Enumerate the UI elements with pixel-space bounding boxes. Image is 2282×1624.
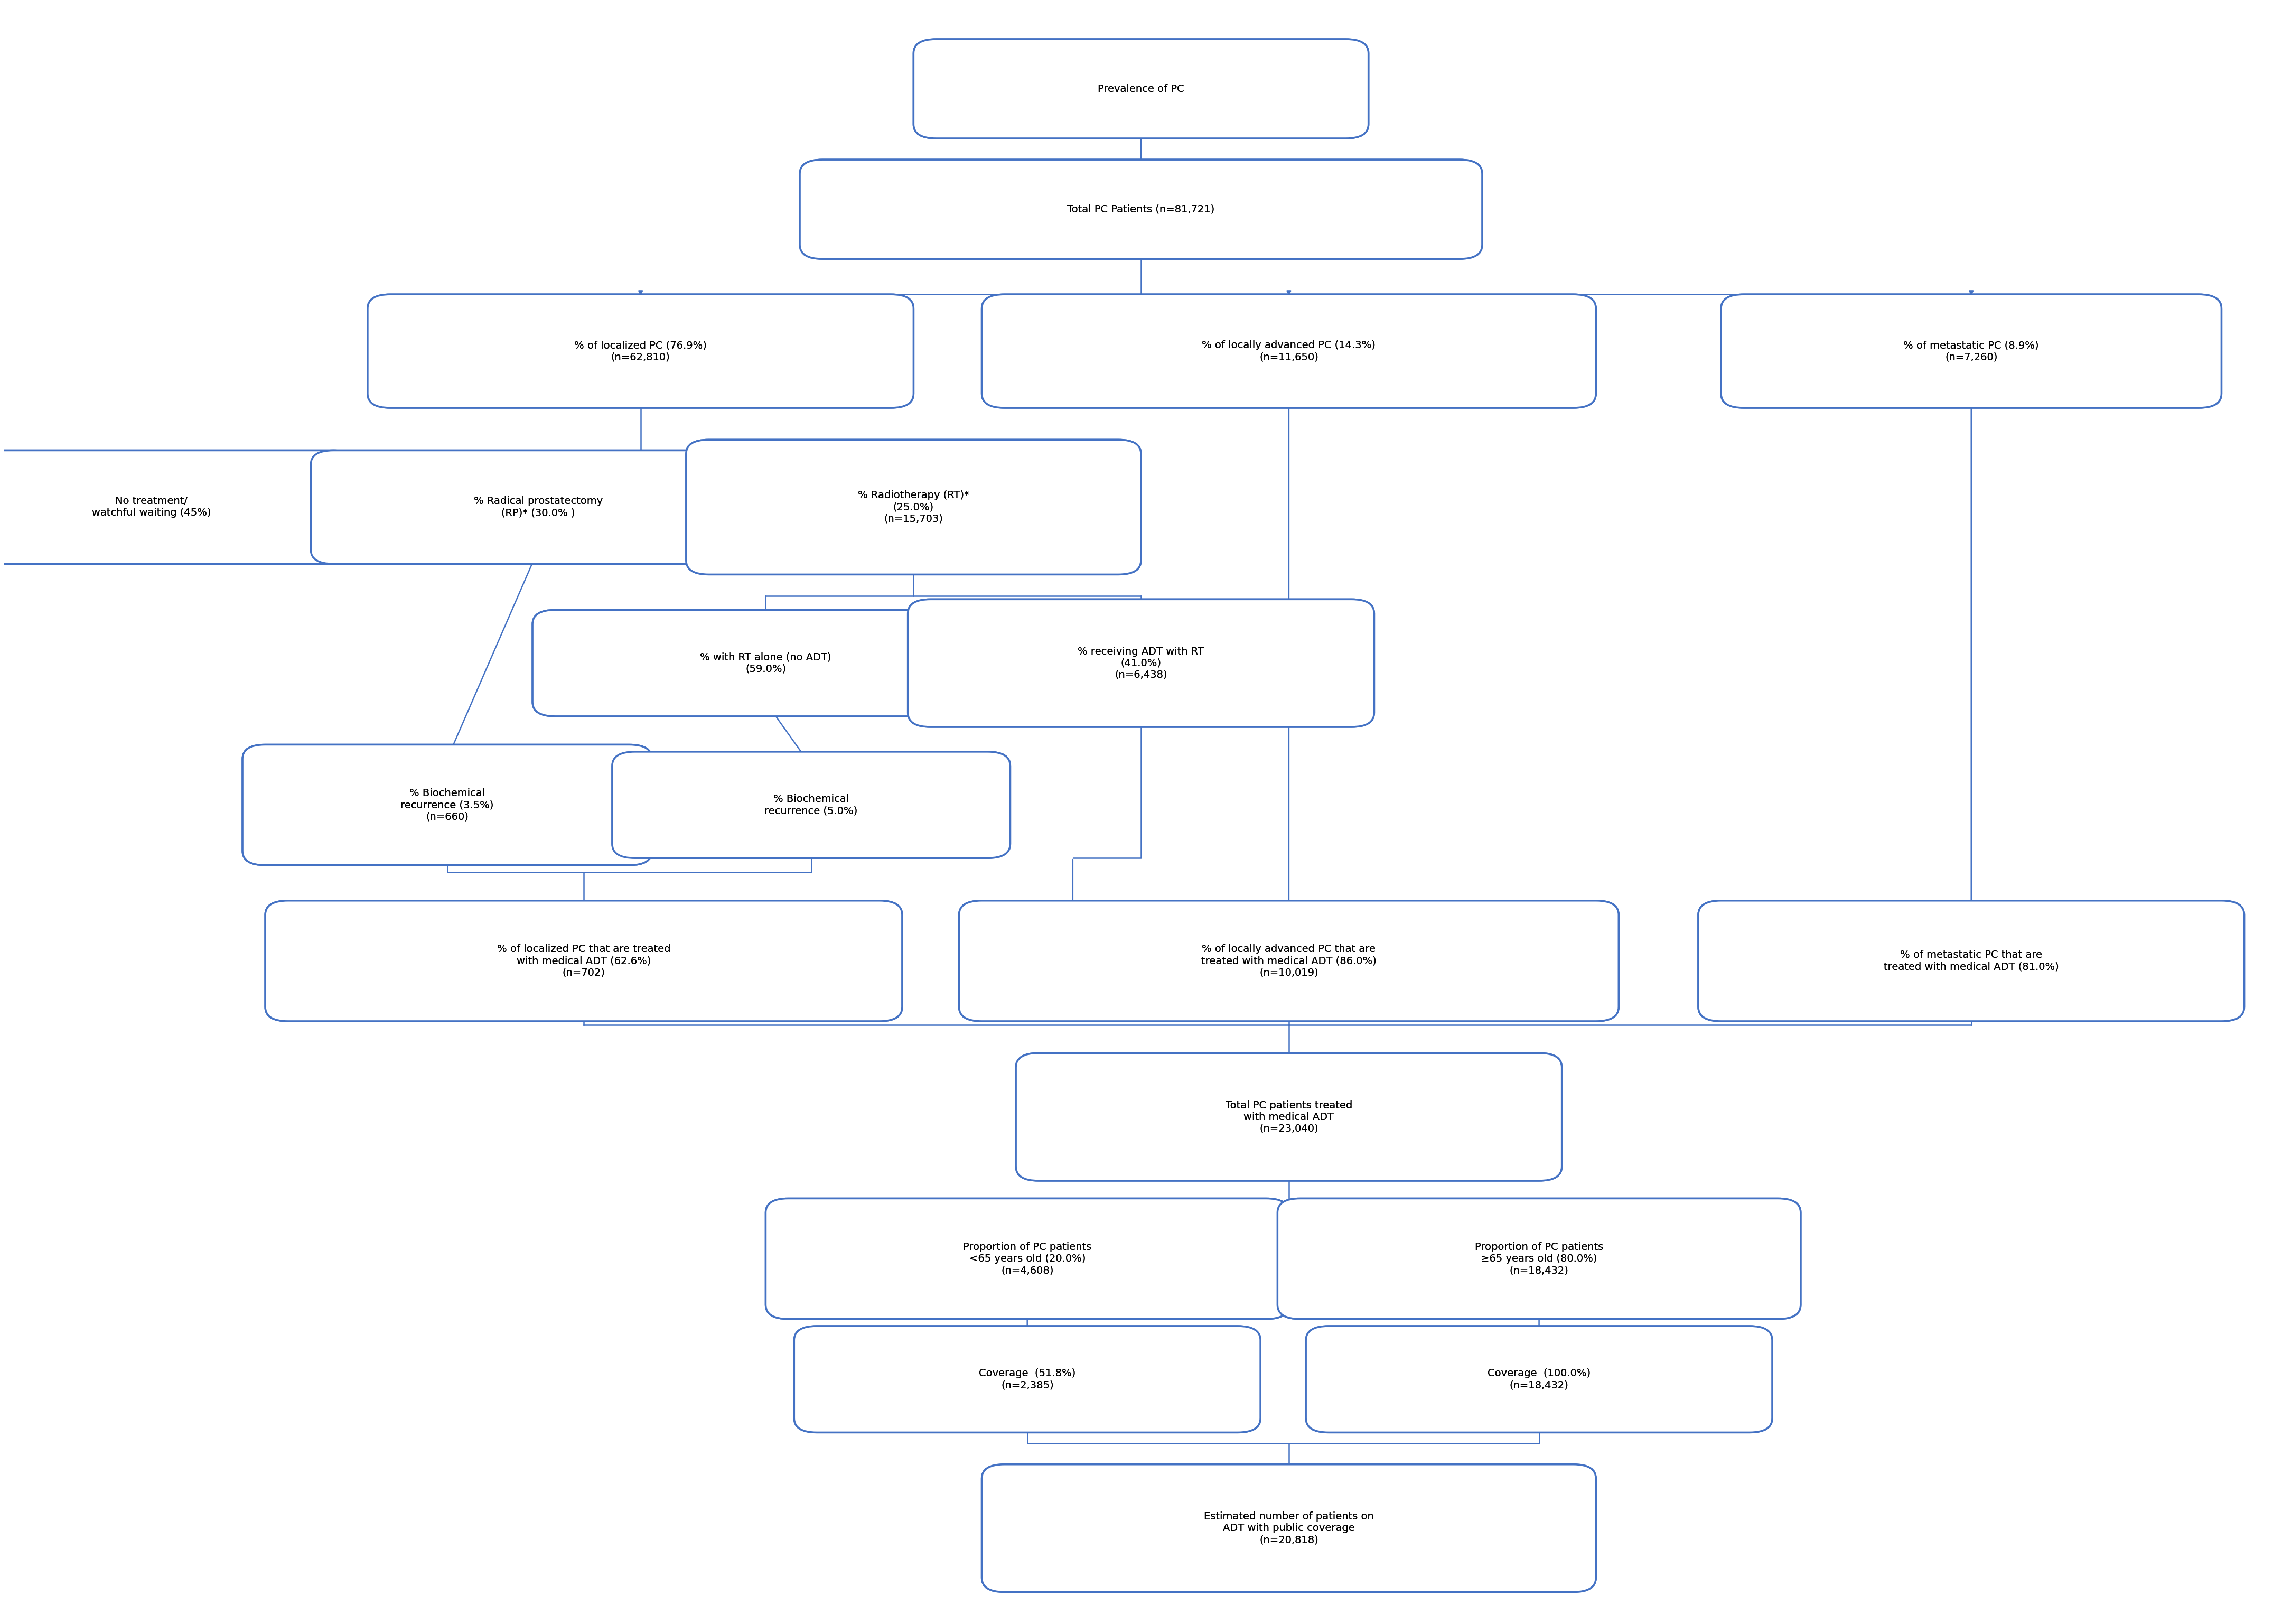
- FancyBboxPatch shape: [799, 159, 1483, 258]
- FancyBboxPatch shape: [532, 611, 1000, 716]
- Text: No treatment/
watchful waiting (45%): No treatment/ watchful waiting (45%): [91, 497, 210, 518]
- FancyBboxPatch shape: [908, 599, 1374, 728]
- Text: % Radical prostatectomy
(RP)* (30.0% ): % Radical prostatectomy (RP)* (30.0% ): [475, 497, 602, 518]
- FancyBboxPatch shape: [981, 1465, 1595, 1592]
- Text: Proportion of PC patients
≥65 years old (80.0%)
(n=18,432): Proportion of PC patients ≥65 years old …: [1474, 1242, 1604, 1275]
- FancyBboxPatch shape: [1278, 1199, 1800, 1319]
- Text: % of localized PC (76.9%)
(n=62,810): % of localized PC (76.9%) (n=62,810): [575, 341, 707, 362]
- FancyBboxPatch shape: [367, 294, 913, 408]
- FancyBboxPatch shape: [1305, 1327, 1773, 1432]
- FancyBboxPatch shape: [981, 294, 1595, 408]
- FancyBboxPatch shape: [1721, 294, 2220, 408]
- FancyBboxPatch shape: [1305, 1327, 1773, 1432]
- FancyBboxPatch shape: [265, 901, 901, 1021]
- FancyBboxPatch shape: [1721, 294, 2220, 408]
- FancyBboxPatch shape: [0, 450, 356, 564]
- Text: % receiving ADT with RT
(41.0%)
(n=6,438): % receiving ADT with RT (41.0%) (n=6,438…: [1077, 646, 1205, 680]
- FancyBboxPatch shape: [767, 1199, 1289, 1319]
- Text: % of metastatic PC (8.9%)
(n=7,260): % of metastatic PC (8.9%) (n=7,260): [1903, 341, 2040, 362]
- Text: Total PC Patients (n=81,721): Total PC Patients (n=81,721): [1068, 205, 1214, 214]
- Text: Prevalence of PC: Prevalence of PC: [1098, 84, 1184, 94]
- FancyBboxPatch shape: [687, 440, 1141, 575]
- FancyBboxPatch shape: [1698, 901, 2243, 1021]
- FancyBboxPatch shape: [958, 901, 1618, 1021]
- Text: Estimated number of patients on
ADT with public coverage
(n=20,818): Estimated number of patients on ADT with…: [1205, 1512, 1374, 1544]
- FancyBboxPatch shape: [242, 745, 653, 866]
- FancyBboxPatch shape: [532, 611, 1000, 716]
- Text: No treatment/
watchful waiting (45%): No treatment/ watchful waiting (45%): [91, 497, 210, 518]
- FancyBboxPatch shape: [1278, 1199, 1800, 1319]
- Text: % of locally advanced PC that are
treated with medical ADT (86.0%)
(n=10,019): % of locally advanced PC that are treate…: [1200, 944, 1376, 978]
- FancyBboxPatch shape: [981, 294, 1595, 408]
- Text: Coverage  (100.0%)
(n=18,432): Coverage (100.0%) (n=18,432): [1488, 1369, 1591, 1390]
- Text: % of metastatic PC that are
treated with medical ADT (81.0%): % of metastatic PC that are treated with…: [1883, 950, 2058, 971]
- FancyBboxPatch shape: [1698, 901, 2243, 1021]
- Text: % Radical prostatectomy
(RP)* (30.0% ): % Radical prostatectomy (RP)* (30.0% ): [475, 497, 602, 518]
- Text: % of locally advanced PC that are
treated with medical ADT (86.0%)
(n=10,019): % of locally advanced PC that are treate…: [1200, 944, 1376, 978]
- Text: Total PC Patients (n=81,721): Total PC Patients (n=81,721): [1068, 205, 1214, 214]
- Text: % of localized PC that are treated
with medical ADT (62.6%)
(n=702): % of localized PC that are treated with …: [497, 944, 671, 978]
- Text: Coverage  (100.0%)
(n=18,432): Coverage (100.0%) (n=18,432): [1488, 1369, 1591, 1390]
- FancyBboxPatch shape: [265, 901, 901, 1021]
- Text: % Biochemical
recurrence (3.5%)
(n=660): % Biochemical recurrence (3.5%) (n=660): [402, 788, 493, 822]
- Text: Total PC patients treated
with medical ADT
(n=23,040): Total PC patients treated with medical A…: [1225, 1099, 1353, 1134]
- Text: % Biochemical
recurrence (5.0%): % Biochemical recurrence (5.0%): [764, 794, 858, 815]
- Text: % of localized PC (76.9%)
(n=62,810): % of localized PC (76.9%) (n=62,810): [575, 341, 707, 362]
- Text: % of metastatic PC (8.9%)
(n=7,260): % of metastatic PC (8.9%) (n=7,260): [1903, 341, 2040, 362]
- Text: % Radiotherapy (RT)*
(25.0%)
(n=15,703): % Radiotherapy (RT)* (25.0%) (n=15,703): [858, 490, 970, 525]
- FancyBboxPatch shape: [687, 440, 1141, 575]
- Text: Coverage  (51.8%)
(n=2,385): Coverage (51.8%) (n=2,385): [979, 1369, 1075, 1390]
- FancyBboxPatch shape: [913, 39, 1369, 138]
- Text: Prevalence of PC: Prevalence of PC: [1098, 84, 1184, 94]
- FancyBboxPatch shape: [794, 1327, 1260, 1432]
- Text: % Biochemical
recurrence (5.0%): % Biochemical recurrence (5.0%): [764, 794, 858, 815]
- Text: Total PC patients treated
with medical ADT
(n=23,040): Total PC patients treated with medical A…: [1225, 1099, 1353, 1134]
- Text: Proportion of PC patients
<65 years old (20.0%)
(n=4,608): Proportion of PC patients <65 years old …: [963, 1242, 1091, 1275]
- FancyBboxPatch shape: [958, 901, 1618, 1021]
- FancyBboxPatch shape: [367, 294, 913, 408]
- Text: % with RT alone (no ADT)
(59.0%): % with RT alone (no ADT) (59.0%): [701, 653, 831, 674]
- FancyBboxPatch shape: [242, 745, 653, 866]
- FancyBboxPatch shape: [794, 1327, 1260, 1432]
- FancyBboxPatch shape: [981, 1465, 1595, 1592]
- FancyBboxPatch shape: [0, 450, 356, 564]
- Text: Proportion of PC patients
<65 years old (20.0%)
(n=4,608): Proportion of PC patients <65 years old …: [963, 1242, 1091, 1275]
- FancyBboxPatch shape: [799, 159, 1483, 258]
- Text: Coverage  (51.8%)
(n=2,385): Coverage (51.8%) (n=2,385): [979, 1369, 1075, 1390]
- FancyBboxPatch shape: [1015, 1052, 1561, 1181]
- Text: % of localized PC that are treated
with medical ADT (62.6%)
(n=702): % of localized PC that are treated with …: [497, 944, 671, 978]
- Text: % Biochemical
recurrence (3.5%)
(n=660): % Biochemical recurrence (3.5%) (n=660): [402, 788, 493, 822]
- FancyBboxPatch shape: [310, 450, 767, 564]
- FancyBboxPatch shape: [310, 450, 767, 564]
- Text: % of metastatic PC that are
treated with medical ADT (81.0%): % of metastatic PC that are treated with…: [1883, 950, 2058, 971]
- Text: Proportion of PC patients
≥65 years old (80.0%)
(n=18,432): Proportion of PC patients ≥65 years old …: [1474, 1242, 1604, 1275]
- Text: % Radiotherapy (RT)*
(25.0%)
(n=15,703): % Radiotherapy (RT)* (25.0%) (n=15,703): [858, 490, 970, 525]
- FancyBboxPatch shape: [908, 599, 1374, 728]
- Text: % receiving ADT with RT
(41.0%)
(n=6,438): % receiving ADT with RT (41.0%) (n=6,438…: [1077, 646, 1205, 680]
- Text: % of locally advanced PC (14.3%)
(n=11,650): % of locally advanced PC (14.3%) (n=11,6…: [1203, 341, 1376, 362]
- FancyBboxPatch shape: [612, 752, 1011, 857]
- Text: % of locally advanced PC (14.3%)
(n=11,650): % of locally advanced PC (14.3%) (n=11,6…: [1203, 341, 1376, 362]
- Text: Estimated number of patients on
ADT with public coverage
(n=20,818): Estimated number of patients on ADT with…: [1205, 1512, 1374, 1544]
- FancyBboxPatch shape: [1015, 1052, 1561, 1181]
- FancyBboxPatch shape: [767, 1199, 1289, 1319]
- FancyBboxPatch shape: [612, 752, 1011, 857]
- Text: % with RT alone (no ADT)
(59.0%): % with RT alone (no ADT) (59.0%): [701, 653, 831, 674]
- FancyBboxPatch shape: [913, 39, 1369, 138]
